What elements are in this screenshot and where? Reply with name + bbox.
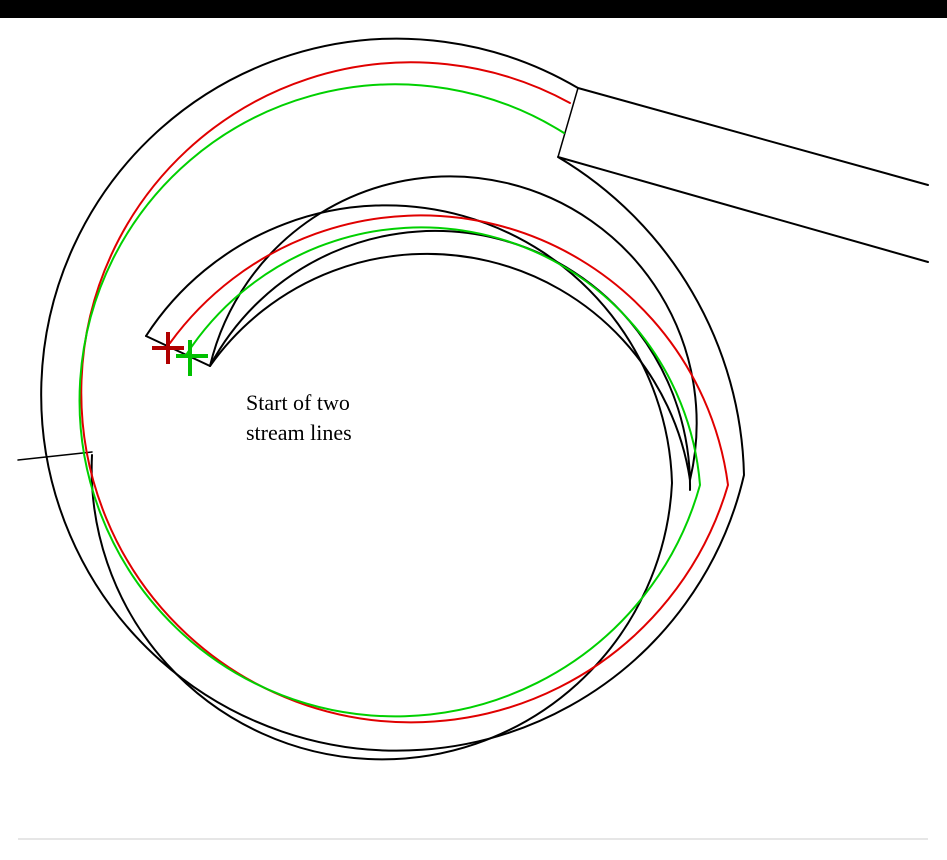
top-border-bar [0,0,947,18]
streamline-red [80,61,729,724]
start-marker-red [152,332,184,364]
channel-start-cap [145,335,211,367]
channel-inner-wall-2 [209,175,698,481]
start-marker-green [176,340,208,376]
start-annotation: Start of two stream lines [246,388,352,448]
annotation-line-1: Start of two [246,390,350,415]
inner-core-wall [209,229,692,491]
section-cut-top [557,87,579,158]
casing-outer-wall [40,37,929,752]
section-cut-left [17,451,93,461]
streamline-green [78,83,701,718]
annotation-line-2: stream lines [246,420,352,445]
channel-inner-wall-1 [90,204,673,761]
bottom-border-line [18,838,928,840]
